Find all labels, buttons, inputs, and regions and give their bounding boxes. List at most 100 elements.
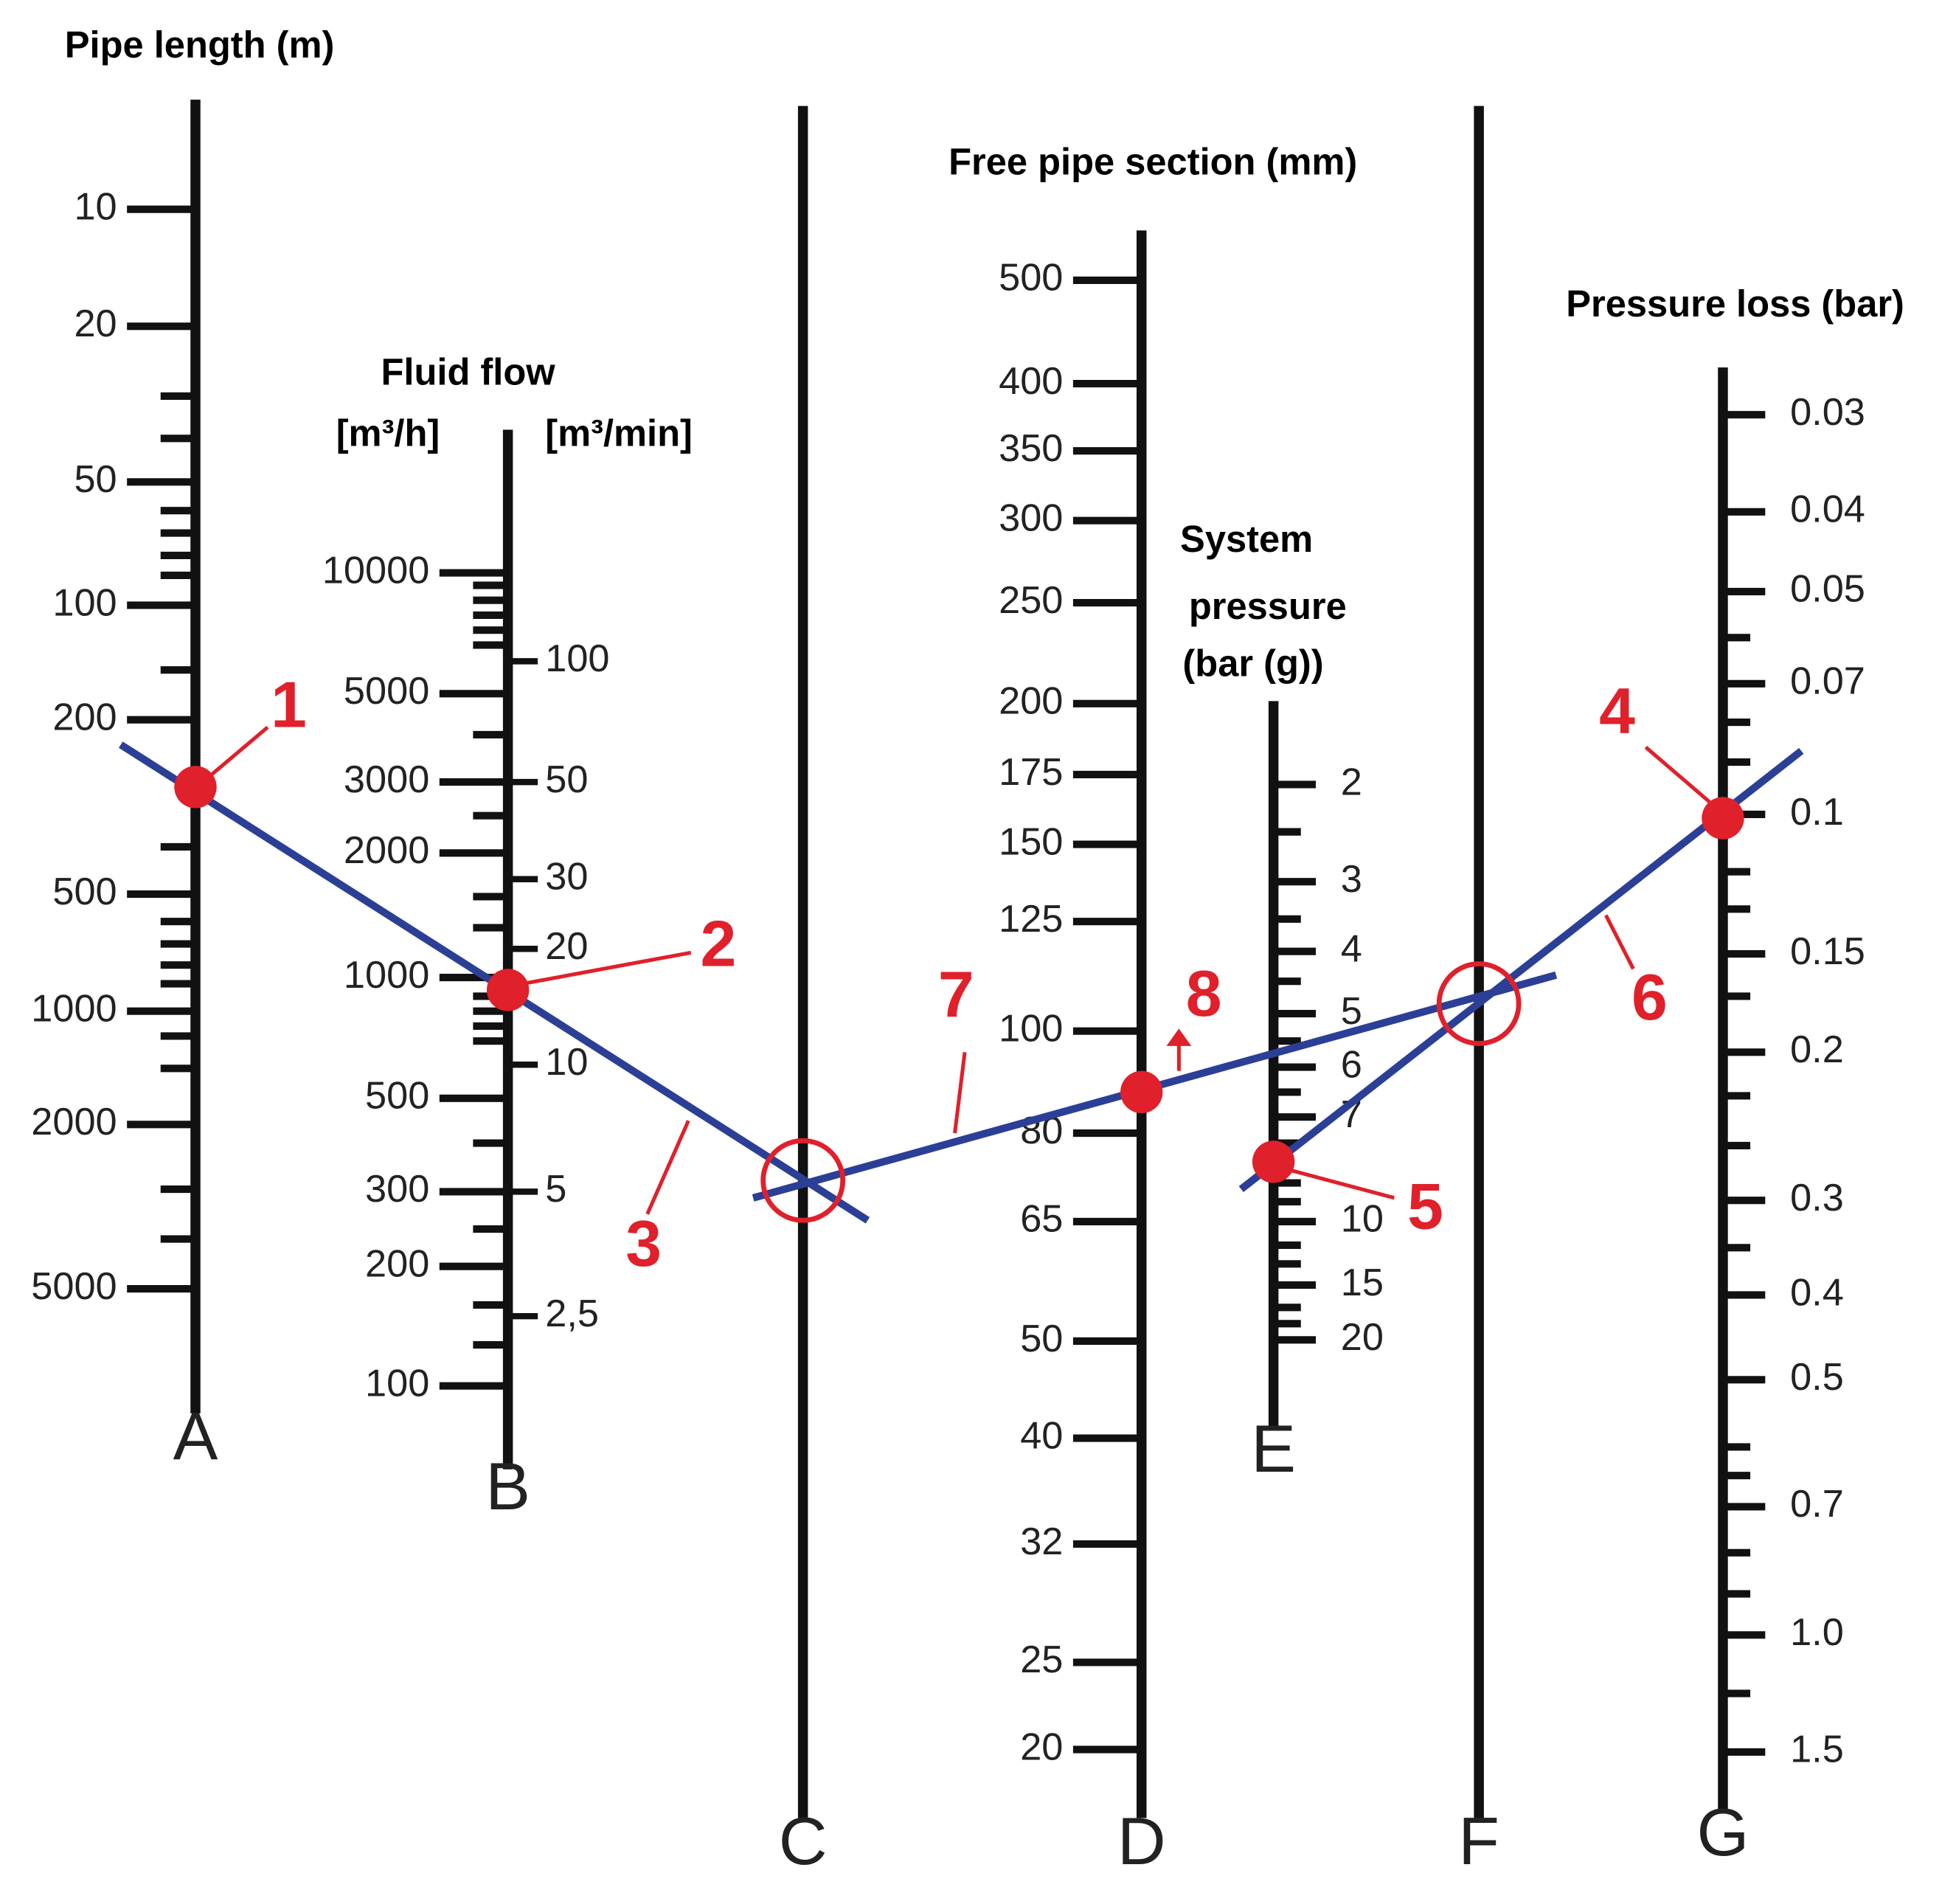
tick-label: 5 xyxy=(545,1168,566,1211)
tick-label: 3 xyxy=(1341,858,1362,901)
tick-label: 300 xyxy=(999,496,1063,539)
intersection-ring xyxy=(1436,961,1522,1046)
tick-label: 20 xyxy=(1020,1725,1063,1768)
tick-label: 500 xyxy=(999,257,1063,300)
point xyxy=(1252,1140,1295,1183)
tick-label: 175 xyxy=(999,751,1063,794)
tick-label: 300 xyxy=(365,1168,429,1211)
tick-label: 100 xyxy=(365,1363,429,1405)
point xyxy=(1702,797,1744,840)
tick-label: 10 xyxy=(74,186,117,229)
tick-label: 32 xyxy=(1020,1520,1063,1563)
tick-label: 20 xyxy=(74,302,117,345)
tick-label: 5 xyxy=(1341,990,1362,1033)
tick-label: 400 xyxy=(999,360,1063,403)
tick-label: 200 xyxy=(365,1243,429,1286)
tick-label: 1.5 xyxy=(1790,1728,1844,1771)
tick-label: 5000 xyxy=(344,670,429,713)
axis-letter: G xyxy=(1696,1795,1749,1870)
tick-label: 10 xyxy=(545,1041,588,1084)
tick-label: 150 xyxy=(999,820,1063,863)
tick-label: 0.5 xyxy=(1790,1356,1844,1399)
point xyxy=(486,969,530,1011)
tick-label: 5000 xyxy=(31,1265,117,1308)
axis-title: Free pipe section (mm) xyxy=(949,140,1357,182)
unit-label: [m³/h] xyxy=(336,412,440,454)
tick-label: 0.04 xyxy=(1790,488,1865,531)
tick-label: 10000 xyxy=(322,549,429,592)
tick-label: 10 xyxy=(1341,1198,1384,1241)
tick-label: 1.0 xyxy=(1790,1611,1844,1654)
tick-label: 15 xyxy=(1341,1261,1384,1304)
tick-label: 0.1 xyxy=(1790,791,1844,834)
axis-title: (bar (g)) xyxy=(1182,643,1323,685)
tick-label: 2 xyxy=(1341,761,1362,803)
point xyxy=(174,766,217,809)
step-number: 5 xyxy=(1407,1171,1443,1243)
tick-label: 50 xyxy=(545,758,588,801)
tick-label: 100 xyxy=(545,637,609,680)
leader-line xyxy=(1604,914,1635,970)
leader-line xyxy=(1281,1166,1395,1200)
tick-label: 100 xyxy=(999,1008,1063,1050)
tick-label: 350 xyxy=(999,427,1063,470)
tick-label: 0.7 xyxy=(1790,1483,1844,1526)
tick-label: 6 xyxy=(1341,1043,1362,1086)
step-number: 1 xyxy=(271,668,307,741)
leader-line xyxy=(1644,745,1717,809)
tick-label: 200 xyxy=(999,680,1063,723)
tick-label: 0.05 xyxy=(1790,568,1865,611)
step-number: 3 xyxy=(625,1208,662,1280)
axis-letter: A xyxy=(173,1399,218,1474)
axis-letter: C xyxy=(779,1804,828,1879)
point xyxy=(1120,1070,1163,1114)
tick-label: 25 xyxy=(1020,1638,1063,1681)
tick-label: 100 xyxy=(52,581,117,624)
axis-letter: F xyxy=(1458,1804,1499,1879)
step-number: 6 xyxy=(1631,961,1668,1034)
tick-label: 0.4 xyxy=(1790,1271,1844,1314)
tick-label: 65 xyxy=(1020,1198,1063,1241)
tick-label: 2,5 xyxy=(545,1292,599,1335)
leader-line xyxy=(953,1052,967,1134)
step-number: 8 xyxy=(1186,958,1222,1030)
tick-label: 40 xyxy=(1020,1414,1063,1457)
tick-label: 500 xyxy=(365,1075,429,1118)
axis-letter: E xyxy=(1251,1411,1296,1486)
tick-label: 1000 xyxy=(344,954,429,997)
axis-letter: B xyxy=(485,1449,530,1524)
tick-label: 2000 xyxy=(344,829,429,872)
tick-label: 500 xyxy=(52,870,117,913)
step-number: 4 xyxy=(1599,675,1635,747)
tick-label: 3000 xyxy=(344,758,429,801)
tick-label: 200 xyxy=(52,696,117,739)
tick-label: 0.3 xyxy=(1790,1177,1844,1219)
axis-letter: D xyxy=(1117,1804,1166,1879)
axis-title: Pipe length (m) xyxy=(65,24,335,66)
intersection-ring xyxy=(760,1138,846,1223)
leader-line xyxy=(522,950,692,986)
tick-label: 0.15 xyxy=(1790,930,1865,973)
tick-label: 20 xyxy=(545,925,588,968)
axis-title: pressure xyxy=(1189,585,1347,627)
step-number: 2 xyxy=(700,907,736,980)
tick-label: 250 xyxy=(999,579,1063,622)
tick-label: 2000 xyxy=(31,1101,117,1143)
unit-label: [m³/min] xyxy=(545,412,693,454)
tick-label: 0.2 xyxy=(1790,1028,1844,1071)
axis-title: Pressure loss (bar) xyxy=(1566,283,1904,325)
axis-title: Fluid flow xyxy=(381,351,555,393)
tick-label: 30 xyxy=(545,856,588,899)
tick-label: 1000 xyxy=(31,987,117,1030)
leader-line xyxy=(645,1120,690,1215)
axis-title: System xyxy=(1180,518,1313,560)
arrow-head xyxy=(1166,1028,1192,1046)
tick-label: 0.03 xyxy=(1790,391,1865,434)
tick-label: 20 xyxy=(1341,1316,1384,1359)
step-number: 7 xyxy=(938,959,974,1031)
tick-label: 0.07 xyxy=(1790,660,1865,703)
tick-label: 4 xyxy=(1341,927,1362,970)
tick-label: 50 xyxy=(1020,1318,1063,1360)
leader-line xyxy=(210,725,269,776)
